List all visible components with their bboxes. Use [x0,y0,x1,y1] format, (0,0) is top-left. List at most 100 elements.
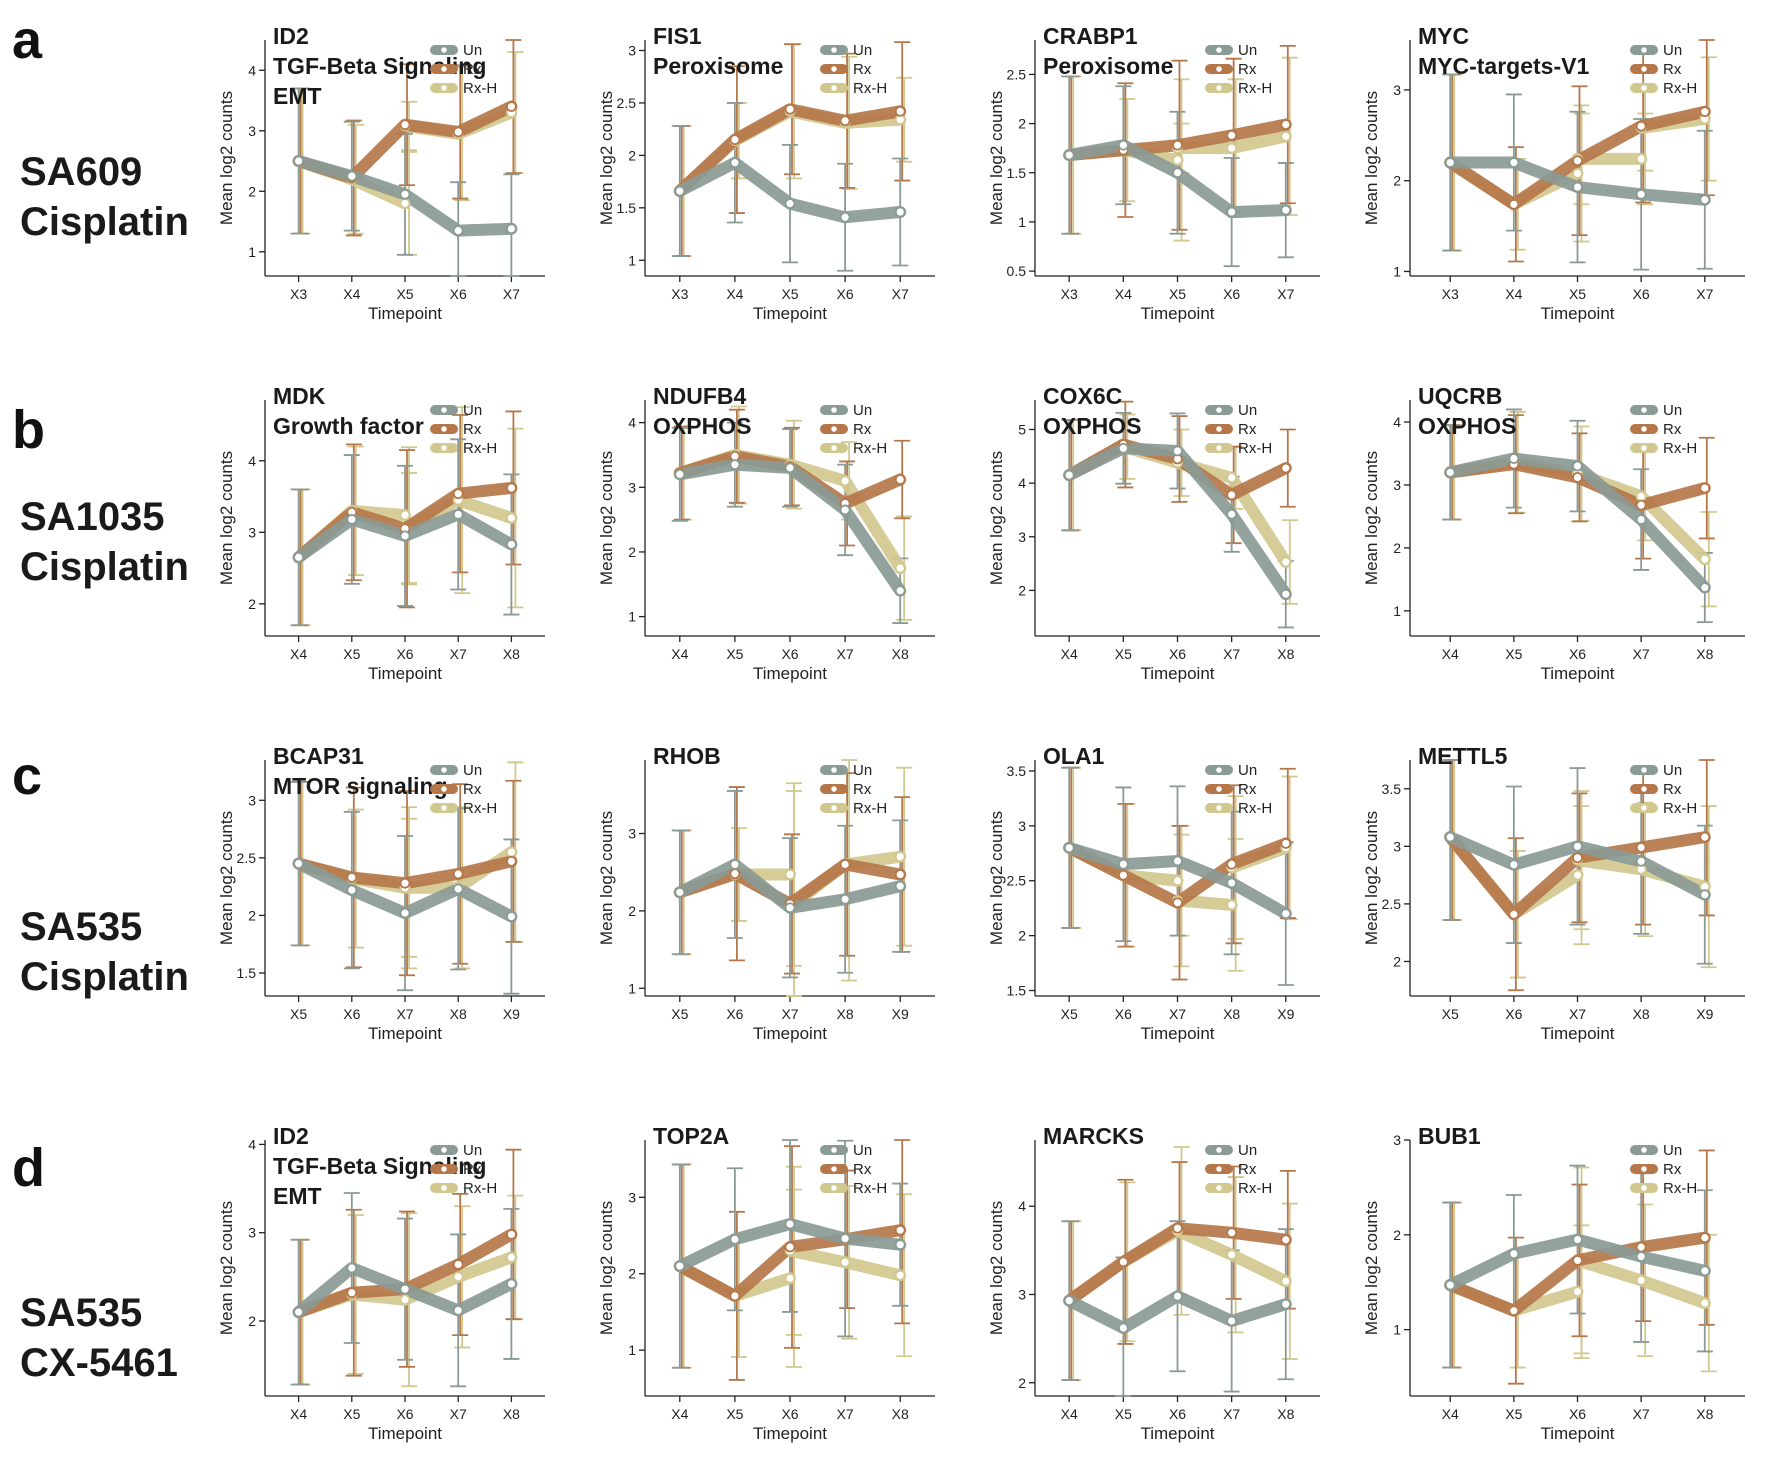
x-tick-label: X6 [1569,1406,1586,1422]
legend-marker-Un [1214,45,1224,55]
row-label-line: CX-5461 [20,1341,178,1385]
data-point-Un [452,509,464,520]
x-axis-label: Timepoint [1540,1024,1614,1043]
y-tick-label: 3 [1018,818,1026,834]
x-tick-label: X6 [396,646,413,662]
data-point-Un [1063,842,1075,854]
x-tick-label: X6 [781,1406,798,1422]
data-point-Rx-H [505,846,517,858]
x-tick-label: X7 [837,1406,854,1422]
data-point-Un [1226,1315,1238,1327]
y-axis-label: Mean log2 counts [597,811,616,945]
data-point-Un [1444,466,1456,478]
y-tick-label: 3 [628,1189,636,1205]
chart-title-line: OXPHOS [1043,413,1141,439]
data-point-Rx [1280,462,1292,474]
legend-label: Rx-H [853,1180,887,1197]
data-point-Rx [1226,1227,1238,1239]
y-tick-label: 2.5 [617,95,637,111]
data-point-Rx [346,872,358,883]
data-point-Un [399,907,411,919]
legend-label: Rx [463,61,482,78]
x-tick-label: X9 [892,1006,909,1022]
legend-marker-Rx [1214,424,1224,434]
x-axis-label: Timepoint [1140,304,1214,323]
legend-marker-Rx-H [1214,1183,1224,1193]
y-tick-label: 3 [248,524,256,540]
y-tick-label: 3.5 [1007,763,1027,779]
panel-letter-d: d [12,1138,45,1198]
data-point-Rx [784,1241,796,1253]
x-tick-label: X8 [1277,646,1294,662]
data-point-Un [1226,508,1238,520]
data-point-Rx [1117,1256,1129,1268]
y-tick-label: 2 [1393,1227,1401,1243]
data-point-Un [1172,445,1183,457]
y-axis-label: Mean log2 counts [597,1201,616,1335]
legend-marker-Rx [439,784,449,794]
y-tick-label: 2 [248,183,256,199]
x-axis-label: Timepoint [753,1424,827,1443]
data-point-Rx [1635,1241,1647,1253]
legend-marker-Un [1214,1145,1224,1155]
x-axis-label: Timepoint [753,1024,827,1043]
y-tick-label: 3 [248,123,256,139]
x-tick-label: X6 [1223,286,1240,302]
legend-marker-Rx [1639,424,1649,434]
legend-marker-Rx-H [439,443,449,453]
legend-label: Un [463,762,482,779]
chart-panel: 1 2 3 4 X3 X4 X5 X6 X7 Timepoint Mean log2 counts I… [217,23,545,323]
data-point-Un [1172,855,1183,867]
y-tick-label: 1 [628,980,636,996]
data-point-Rx-H [1572,168,1583,179]
y-axis-label: Mean log2 counts [217,811,236,945]
x-tick-label: X6 [781,646,798,662]
x-tick-label: X8 [1696,646,1713,662]
data-point-Un [1572,1234,1583,1245]
x-tick-label: X3 [1442,286,1459,302]
legend-marker-Rx-H [1639,443,1649,453]
data-point-Un [729,459,741,471]
legend-label: Rx [1663,421,1682,438]
data-point-Rx [452,488,464,500]
chart-title-line: Peroxisome [1043,53,1173,79]
data-point-Un [1572,840,1583,852]
y-tick-label: 1 [628,252,636,268]
data-point-Un [839,504,851,516]
x-tick-label: X8 [1696,1406,1713,1422]
legend-marker-Rx [829,424,839,434]
data-point-Rx [1280,119,1292,130]
chart-title-line: MTOR signaling [273,773,448,799]
y-axis-label: Mean log2 counts [1362,91,1381,225]
data-point-Rx-H [1635,490,1647,502]
legend-marker-Rx-H [829,1183,839,1193]
data-point-Rx-H [784,869,796,880]
legend-marker-Rx [1214,784,1224,794]
data-point-Un [1063,149,1075,161]
legend-label: Rx [1238,1161,1257,1178]
data-point-Rx-H [1280,556,1292,568]
chart-title-line: BUB1 [1418,1123,1481,1149]
y-tick-label: 1 [628,1342,636,1358]
data-point-Un [1508,859,1520,871]
data-point-Un [293,551,305,563]
panel-letter-c: c [12,746,42,806]
legend-label: Rx-H [1238,1180,1272,1197]
x-tick-label: X7 [892,286,909,302]
data-point-Rx-H [1699,553,1711,565]
chart-panel: 1 2 3 X4 X5 X6 X7 X8 Timepoint Mean log2 counts TO… [597,1123,935,1443]
y-axis-label: Mean log2 counts [597,91,616,225]
legend-label: Rx-H [1238,440,1272,457]
data-point-Rx [399,119,411,131]
data-point-Rx [894,1224,906,1236]
legend-label: Un [853,762,872,779]
data-point-Un [894,206,906,218]
data-point-Un [784,1218,796,1230]
chart-panel: 1 2 3 X3 X4 X5 X6 X7 Timepoint Mean log2 counts MY… [1362,23,1745,323]
legend-label: Rx [1238,421,1257,438]
data-point-Rx [399,877,411,889]
data-point-Rx [729,868,741,880]
y-axis-label: Mean log2 counts [1362,811,1381,945]
legend-marker-Un [1214,765,1224,775]
legend-marker-Un [829,405,839,415]
